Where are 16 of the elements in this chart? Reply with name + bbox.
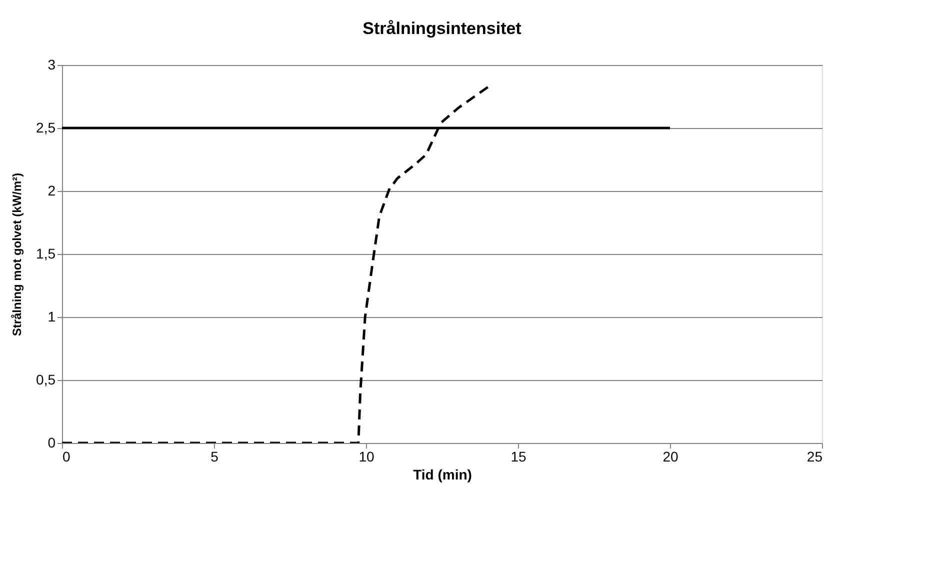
x-tick-label: 25 [806, 448, 823, 464]
y-tick-label: 3 [48, 56, 56, 72]
x-tick-label: 15 [510, 448, 526, 464]
x-tick-label: 0 [62, 448, 70, 464]
x-tick-label: 20 [662, 448, 678, 464]
y-axis-title: Strålning mot golvet (kW/m²) [10, 172, 24, 336]
y-tick-label: 2 [48, 182, 56, 198]
y-tick-label: 0 [48, 434, 56, 450]
x-axis-title: Tid (min) [413, 466, 472, 482]
y-tick-label: 0,5 [36, 372, 56, 388]
chart-title: Strålningsintensitet [362, 19, 522, 38]
x-tick-label: 10 [358, 448, 374, 464]
y-tick-label: 1 [48, 308, 56, 324]
x-tick-label: 5 [210, 448, 219, 464]
y-tick-label: 1,5 [36, 246, 56, 262]
y-tick-label: 2,5 [36, 120, 56, 136]
